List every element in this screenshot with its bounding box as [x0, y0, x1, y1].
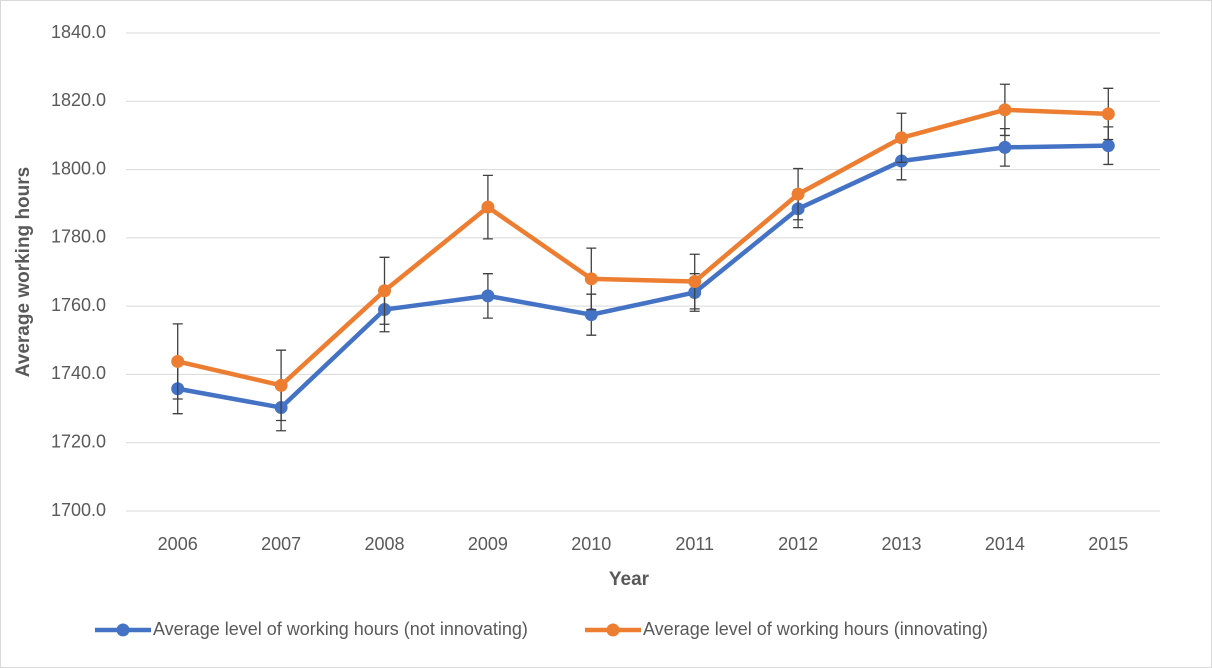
series-line: [177, 107, 1109, 388]
y-tick-label: 1720.0: [51, 431, 106, 451]
x-tick-label: 2010: [571, 534, 611, 554]
data-point: [171, 354, 185, 368]
data-point: [791, 187, 805, 201]
data-point: [998, 140, 1012, 154]
y-tick-label: 1780.0: [51, 227, 106, 247]
legend-label: Average level of working hours (not inno…: [153, 619, 528, 639]
y-tick-label: 1800.0: [51, 158, 106, 178]
series-line: [177, 143, 1109, 410]
data-point: [584, 272, 598, 286]
legend-label: Average level of working hours (innovati…: [643, 619, 988, 639]
x-tick-label: 2013: [881, 534, 921, 554]
data-point: [688, 275, 702, 289]
x-tick-label: 2009: [468, 534, 508, 554]
x-tick-label: 2007: [261, 534, 301, 554]
x-tick-label: 2012: [778, 534, 818, 554]
x-tick-label: 2011: [675, 534, 714, 554]
data-point: [274, 378, 288, 392]
x-tick-label: 2006: [158, 534, 198, 554]
data-point: [584, 308, 598, 322]
data-point: [481, 200, 495, 214]
y-tick-label: 1760.0: [51, 295, 106, 315]
data-point: [1101, 139, 1115, 153]
y-tick-label: 1840.0: [51, 22, 106, 42]
x-tick-label: 2015: [1088, 534, 1128, 554]
legend-marker: [606, 623, 620, 637]
legend-marker: [116, 623, 130, 637]
x-tick-label: 2008: [364, 534, 404, 554]
x-tick-label: 2014: [985, 534, 1025, 554]
data-point: [481, 289, 495, 303]
data-point: [998, 103, 1012, 117]
x-axis-title: Year: [609, 569, 650, 590]
y-tick-label: 1740.0: [51, 363, 106, 383]
data-point: [1101, 107, 1115, 121]
y-tick-label: 1820.0: [51, 90, 106, 110]
data-point: [378, 284, 391, 298]
data-point: [895, 131, 908, 145]
y-axis-title: Average working hours: [13, 167, 34, 377]
y-tick-label: 1700.0: [51, 500, 106, 520]
